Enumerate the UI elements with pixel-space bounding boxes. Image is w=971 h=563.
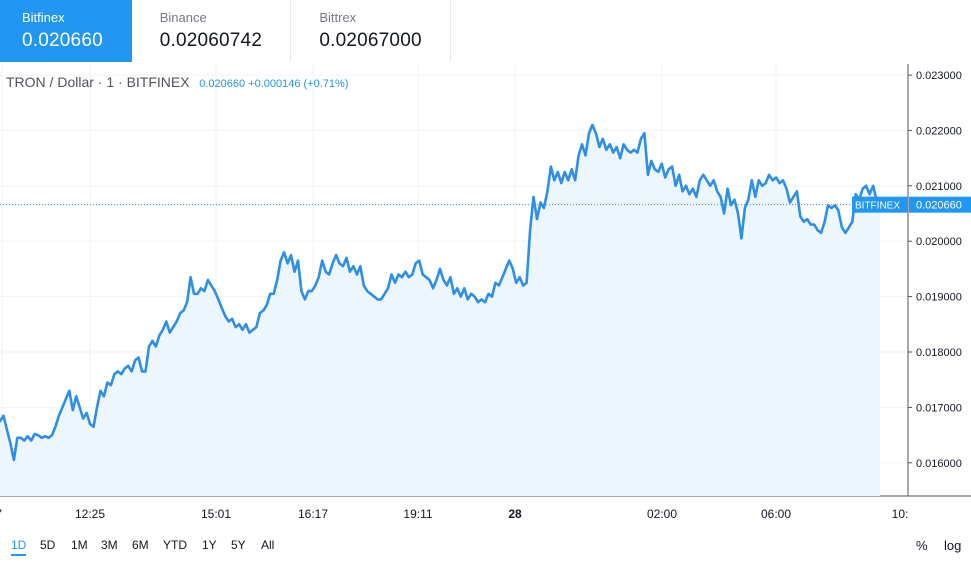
chart-legend: TRON / Dollar · 1 · BITFINEX 0.020660 +0… (6, 74, 348, 90)
x-tick-label: 16:17 (298, 507, 328, 521)
y-tick-label: 0.017000 (916, 402, 962, 414)
tab-exchange-name: Binance (159, 10, 207, 25)
x-tick-label: 10: (892, 507, 909, 521)
x-tick-label: 06:00 (761, 507, 791, 521)
range-6m-button[interactable]: 6M (132, 538, 149, 552)
range-1d-button[interactable]: 1D (11, 538, 27, 556)
tab-price: 0.02067000 (319, 30, 422, 51)
price-tag-bg (909, 196, 971, 213)
percent-scale-button[interactable]: % (916, 538, 928, 553)
x-tick-label: 7 (0, 507, 2, 521)
range-5y-button[interactable]: 5Y (231, 538, 246, 552)
tab-exchange-name: Bitfinex (22, 10, 65, 25)
y-tick-label: 0.020000 (916, 236, 962, 248)
exchange-tag-bg (852, 196, 908, 213)
range-ytd-button[interactable]: YTD (163, 538, 187, 552)
price-chart[interactable]: 0.023000 0.022000 0.021000 0.020000 0.019000… (0, 0, 971, 530)
exchange-tag-label: BITFINEX (855, 201, 900, 212)
price-change-label: 0.020660 +0.000146 (+0.71%) (199, 78, 349, 90)
tab-bittrex[interactable]: Bittrex 0.02067000 (291, 0, 451, 62)
x-tick-label: 28 (508, 507, 522, 521)
tab-binance[interactable]: Binance 0.02060742 (132, 0, 292, 62)
range-all-button[interactable]: All (261, 538, 275, 552)
range-1y-button[interactable]: 1Y (202, 538, 217, 552)
series-line (0, 123, 882, 462)
log-scale-button[interactable]: log (944, 538, 962, 553)
tab-exchange-name: Bittrex (319, 10, 357, 25)
tab-bitfinex[interactable]: Bitfinex 0.020660 (0, 0, 132, 62)
range-3m-button[interactable]: 3M (101, 538, 118, 552)
x-tick-label: 15:01 (201, 507, 231, 521)
series-area (0, 124, 880, 497)
exchange-tabs: Bitfinex 0.020660 Binance 0.02060742 Bit… (0, 0, 451, 62)
range-1m-button[interactable]: 1M (71, 538, 88, 552)
tab-price: 0.02060742 (159, 30, 263, 51)
x-tick-label: 02:00 (647, 507, 677, 521)
y-tick-label: 0.019000 (916, 292, 962, 304)
symbol-label: TRON / Dollar · 1 · BITFINEX (6, 74, 190, 90)
y-tick-label: 0.016000 (916, 458, 962, 470)
y-tick-label: 0.023000 (916, 70, 962, 82)
y-tick-label: 0.021000 (916, 181, 962, 193)
tab-price: 0.020660 (22, 30, 103, 51)
price-tag-value: 0.020660 (916, 200, 962, 212)
x-tick-label: 12:25 (75, 507, 105, 521)
x-tick-label: 19:11 (403, 507, 432, 521)
range-5d-button[interactable]: 5D (40, 538, 56, 552)
y-tick-label: 0.018000 (916, 347, 962, 359)
range-toolbar: 1D 5D 1M 3M 6M YTD 1Y 5Y All % log (0, 530, 971, 563)
y-tick-label: 0.022000 (916, 125, 962, 137)
